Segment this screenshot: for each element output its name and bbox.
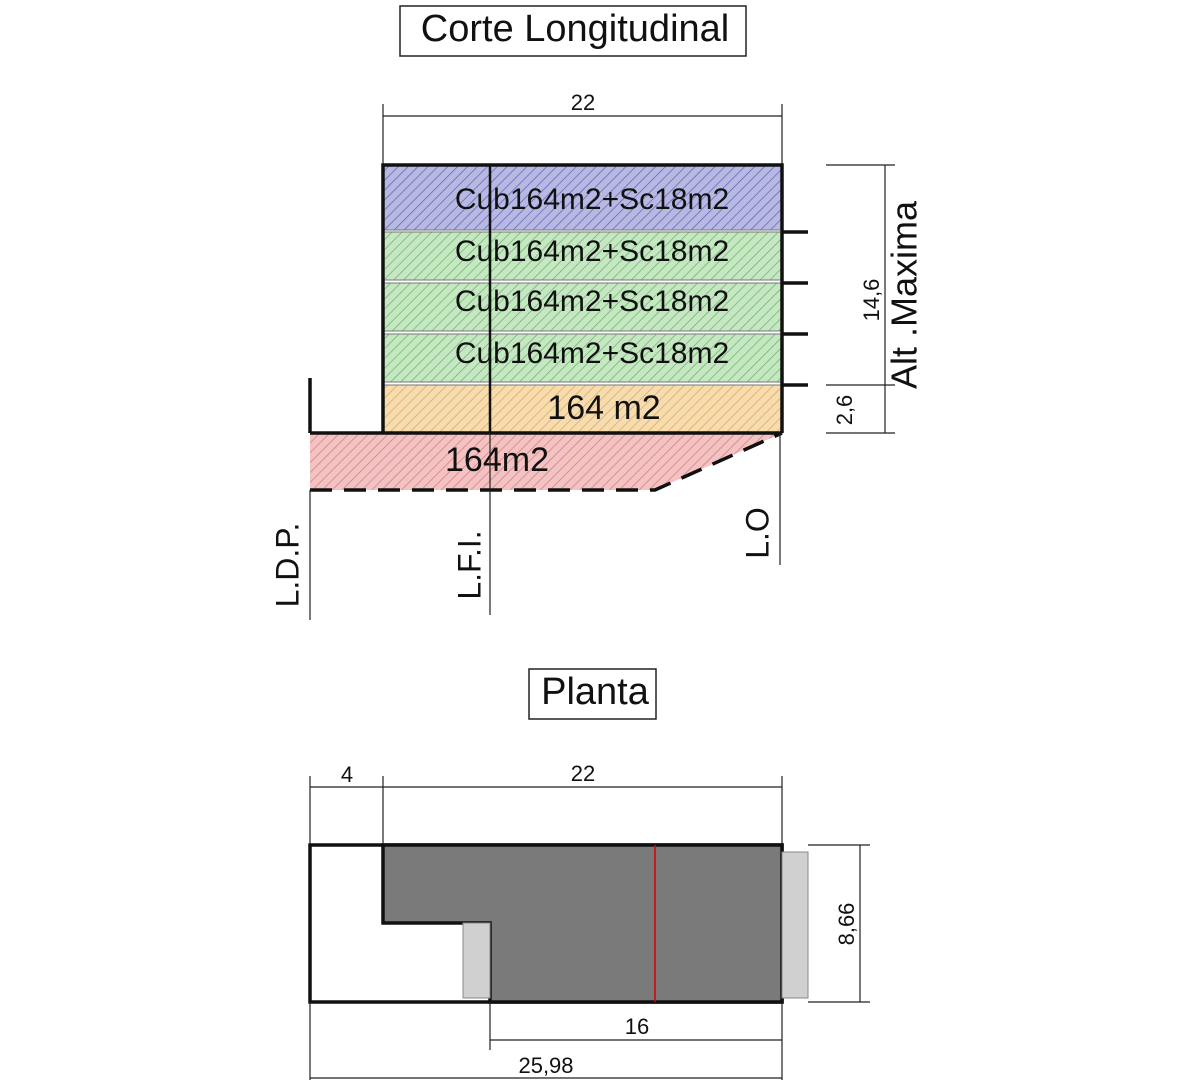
outline <box>308 163 784 435</box>
dim-text: 22 <box>571 90 595 115</box>
balcony <box>462 922 491 999</box>
basement-label: 164m2 <box>445 441 549 479</box>
dim-text: 4 <box>341 762 353 787</box>
floor-label: Cub164m2+Sc18m2 <box>455 337 729 370</box>
lfi-label: L.F.I. <box>451 530 487 599</box>
section-title: Corte Longitudinal <box>421 8 729 50</box>
floor-ticks <box>782 230 808 387</box>
dim-text: 2,6 <box>832 395 857 426</box>
dim-text: 16 <box>625 1014 649 1039</box>
height-label: Alt .Maxima <box>884 200 925 389</box>
floor <box>382 282 783 332</box>
dim-text: 25,98 <box>518 1053 573 1078</box>
floor-label: Cub164m2+Sc18m2 <box>455 285 729 318</box>
title-box <box>528 668 657 720</box>
floor-label: Cub164m2+Sc18m2 <box>455 235 729 268</box>
plan-title: Planta <box>541 671 650 713</box>
floor-label: 164 m2 <box>547 389 660 427</box>
balcony <box>781 851 809 999</box>
floor <box>382 231 783 281</box>
dim-text: 8,66 <box>834 903 859 946</box>
floor <box>382 333 783 383</box>
dim-text: 14,6 <box>859 279 884 322</box>
title-box <box>399 5 747 57</box>
dim-text: 22 <box>571 761 595 786</box>
ldp-label: L.D.P. <box>269 523 305 608</box>
lo-label: L.O <box>739 507 775 559</box>
basement <box>310 433 782 490</box>
floor-label: Cub164m2+Sc18m2 <box>455 183 729 216</box>
basement-edge <box>310 431 783 492</box>
